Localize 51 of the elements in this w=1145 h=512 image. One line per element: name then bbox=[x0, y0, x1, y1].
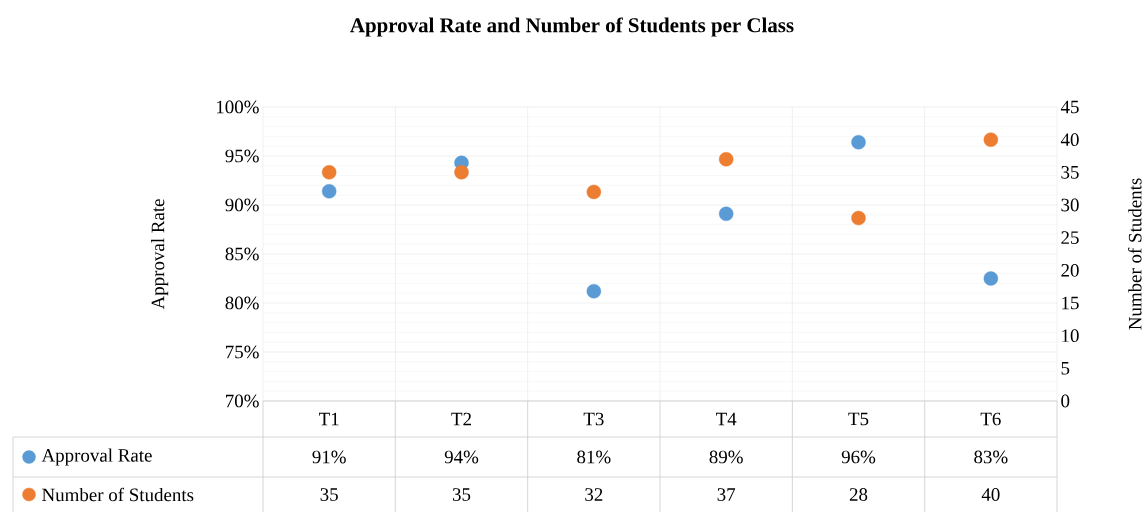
data-label: 35 bbox=[320, 488, 338, 501]
data-label: 94% bbox=[444, 450, 479, 464]
y2-tick-label: 35 bbox=[1061, 165, 1079, 179]
y2-tick-label: 0 bbox=[1061, 394, 1070, 408]
x-tick-label: T3 bbox=[583, 412, 604, 426]
y-tick-label: 75% bbox=[226, 345, 259, 359]
y2-tick-label: 30 bbox=[1061, 198, 1079, 212]
legend-label: Approval Rate bbox=[41, 448, 152, 466]
y-tick-label: 90% bbox=[225, 198, 259, 212]
data-label: 28 bbox=[849, 488, 868, 501]
y2-tick-label: 45 bbox=[1060, 100, 1079, 114]
data-label: 32 bbox=[585, 488, 603, 501]
y-tick-label: 70% bbox=[226, 394, 259, 408]
point bbox=[851, 210, 866, 226]
y-tick-label: 100% bbox=[216, 100, 259, 114]
y-tick-label: 95% bbox=[225, 149, 259, 163]
point bbox=[851, 135, 866, 150]
y-tick-label: 85% bbox=[225, 247, 259, 261]
data-label: 35 bbox=[452, 488, 471, 501]
data-label: 83% bbox=[974, 450, 1008, 464]
y2-tick-label: 20 bbox=[1061, 263, 1079, 277]
data-label: 40 bbox=[981, 488, 1000, 501]
x-tick-label: T5 bbox=[848, 412, 869, 426]
y2-tick-label: 40 bbox=[1060, 133, 1079, 147]
y2-tick-label: 5 bbox=[1061, 362, 1070, 375]
chart-title: Approval Rate and Number of Students per Class bbox=[350, 17, 794, 37]
point bbox=[321, 165, 337, 180]
y2-tick-label: 25 bbox=[1061, 231, 1079, 245]
point bbox=[983, 271, 999, 286]
point bbox=[454, 165, 469, 180]
x-tick-label: T6 bbox=[980, 412, 1001, 426]
data-label: 37 bbox=[717, 488, 736, 501]
point bbox=[321, 184, 337, 199]
x-tick-label: T1 bbox=[319, 412, 339, 426]
y-axis-title: Approval Rate bbox=[151, 199, 169, 310]
point bbox=[718, 152, 734, 167]
data-label: 96% bbox=[841, 450, 876, 464]
point bbox=[586, 184, 602, 200]
x-tick-label: T4 bbox=[716, 412, 737, 426]
data-label: 81% bbox=[577, 450, 611, 464]
y2-axis-title: Number of Students bbox=[1128, 178, 1142, 330]
x-tick-label: T2 bbox=[451, 412, 471, 426]
y2-tick-label: 10 bbox=[1062, 329, 1079, 343]
data-label: 89% bbox=[709, 450, 743, 464]
point bbox=[718, 206, 734, 222]
y2-tick-label: 15 bbox=[1062, 296, 1079, 310]
data-label: 91% bbox=[312, 450, 346, 464]
legend-label: Number of Students bbox=[42, 487, 194, 502]
point bbox=[586, 284, 602, 299]
y-tick-label: 80% bbox=[225, 296, 259, 310]
point bbox=[983, 132, 999, 147]
